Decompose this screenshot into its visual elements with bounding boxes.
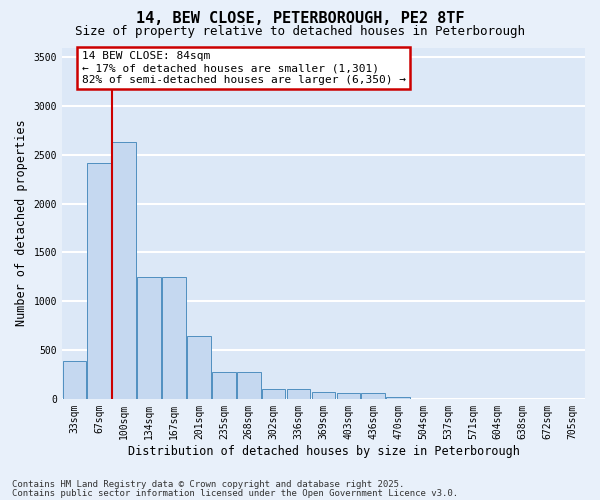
Bar (311, 392, 335, 399)
X-axis label: Distribution of detached houses by size in Peterborough: Distribution of detached houses by size … (128, 444, 520, 458)
Bar (237, 372, 260, 399)
Bar (137, 277, 161, 399)
Text: Size of property relative to detached houses in Peterborough: Size of property relative to detached ho… (75, 25, 525, 38)
Bar (361, 394, 385, 399)
Bar (212, 372, 236, 399)
Bar (88, 162, 111, 399)
Bar (287, 389, 310, 399)
Bar (62, 361, 86, 399)
Bar (162, 277, 186, 399)
Bar (386, 397, 410, 399)
Text: Contains HM Land Registry data © Crown copyright and database right 2025.: Contains HM Land Registry data © Crown c… (12, 480, 404, 489)
Bar (187, 336, 211, 399)
Bar (262, 389, 286, 399)
Text: Contains public sector information licensed under the Open Government Licence v3: Contains public sector information licen… (12, 489, 458, 498)
Bar (337, 394, 360, 399)
Text: 14, BEW CLOSE, PETERBOROUGH, PE2 8TF: 14, BEW CLOSE, PETERBOROUGH, PE2 8TF (136, 11, 464, 26)
Bar (112, 142, 136, 399)
Y-axis label: Number of detached properties: Number of detached properties (15, 120, 28, 326)
Text: 14 BEW CLOSE: 84sqm
← 17% of detached houses are smaller (1,301)
82% of semi-det: 14 BEW CLOSE: 84sqm ← 17% of detached ho… (82, 52, 406, 84)
